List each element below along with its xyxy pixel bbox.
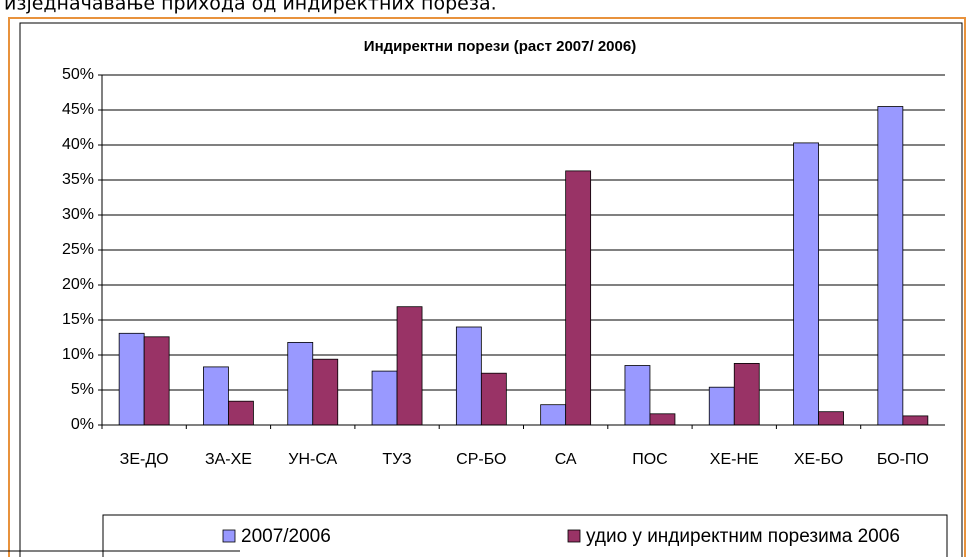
bar — [877, 106, 904, 426]
bar — [793, 142, 819, 426]
x-tick-label: ТУЗ — [382, 451, 411, 468]
x-tick-label: ЗЕ-ДО — [120, 451, 169, 468]
bar — [818, 411, 844, 426]
legend-swatch — [567, 529, 581, 543]
bar — [565, 170, 592, 426]
y-tick-label: 35% — [62, 171, 94, 188]
y-tick-label: 50% — [62, 66, 94, 83]
bar — [455, 326, 482, 426]
x-tick-label: БО-ПО — [877, 451, 929, 468]
bar — [203, 366, 229, 426]
y-tick-label: 20% — [62, 276, 94, 293]
x-tick-label: ПОС — [632, 451, 668, 468]
y-tick-label: 30% — [62, 206, 94, 223]
bar — [649, 413, 676, 426]
chart-title: Индиректни порези (раст 2007/ 2006) — [364, 38, 636, 55]
bar — [708, 386, 735, 426]
y-tick-label: 15% — [62, 311, 94, 328]
x-tick-label: СА — [555, 451, 577, 468]
bar — [228, 400, 254, 426]
bar — [287, 341, 314, 426]
bar — [733, 362, 760, 426]
bar — [480, 372, 507, 426]
bar — [540, 404, 567, 426]
x-tick-label: ЗА-ХЕ — [205, 451, 252, 468]
page-text: изједначавање прихода од индиректних пор… — [4, 0, 497, 15]
bar — [118, 332, 145, 426]
y-tick-label: 25% — [62, 241, 94, 258]
y-tick-label: 10% — [62, 346, 94, 363]
x-tick-label: СР-БО — [456, 451, 506, 468]
x-tick-label: ХЕ-НЕ — [710, 451, 759, 468]
bar — [624, 365, 651, 426]
x-tick-label: УН-СА — [288, 451, 337, 468]
x-tick-label: ХЕ-БО — [794, 451, 843, 468]
legend-label: 2007/2006 — [241, 526, 331, 547]
y-tick-label: 5% — [71, 381, 94, 398]
y-tick-label: 40% — [62, 136, 94, 153]
bar — [396, 306, 423, 426]
y-tick-label: 45% — [62, 101, 94, 118]
chart-area — [19, 22, 963, 557]
bar — [902, 415, 929, 426]
y-tick-label: 0% — [71, 416, 94, 433]
legend-label: удио у индиректним порезима 2006 — [586, 526, 900, 547]
bar — [371, 370, 398, 426]
legend-box — [102, 514, 948, 557]
bar — [312, 358, 339, 426]
legend-swatch — [222, 529, 236, 543]
bar — [143, 336, 170, 426]
